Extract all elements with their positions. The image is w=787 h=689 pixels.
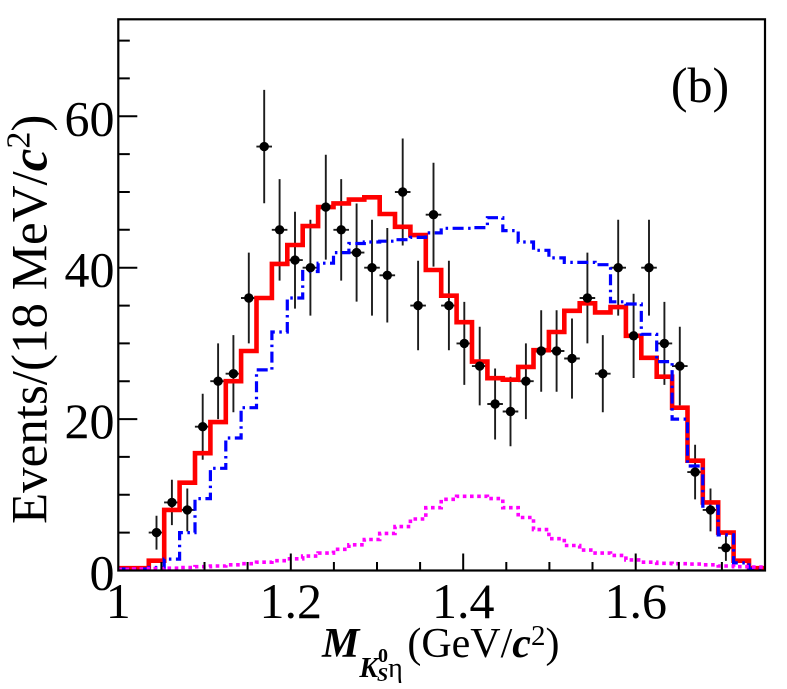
svg-text:60: 60 <box>65 90 115 146</box>
svg-text:1.2: 1.2 <box>260 573 323 629</box>
svg-text:1.6: 1.6 <box>604 573 667 629</box>
svg-text:Events/(18 MeV/c2): Events/(18 MeV/c2) <box>1 115 59 524</box>
svg-text:(b): (b) <box>671 57 729 113</box>
svg-text:40: 40 <box>65 242 115 298</box>
svg-text:1: 1 <box>106 573 131 629</box>
svg-text:1.4: 1.4 <box>432 573 495 629</box>
svg-text:0: 0 <box>90 545 115 601</box>
svg-text:20: 20 <box>65 393 115 449</box>
